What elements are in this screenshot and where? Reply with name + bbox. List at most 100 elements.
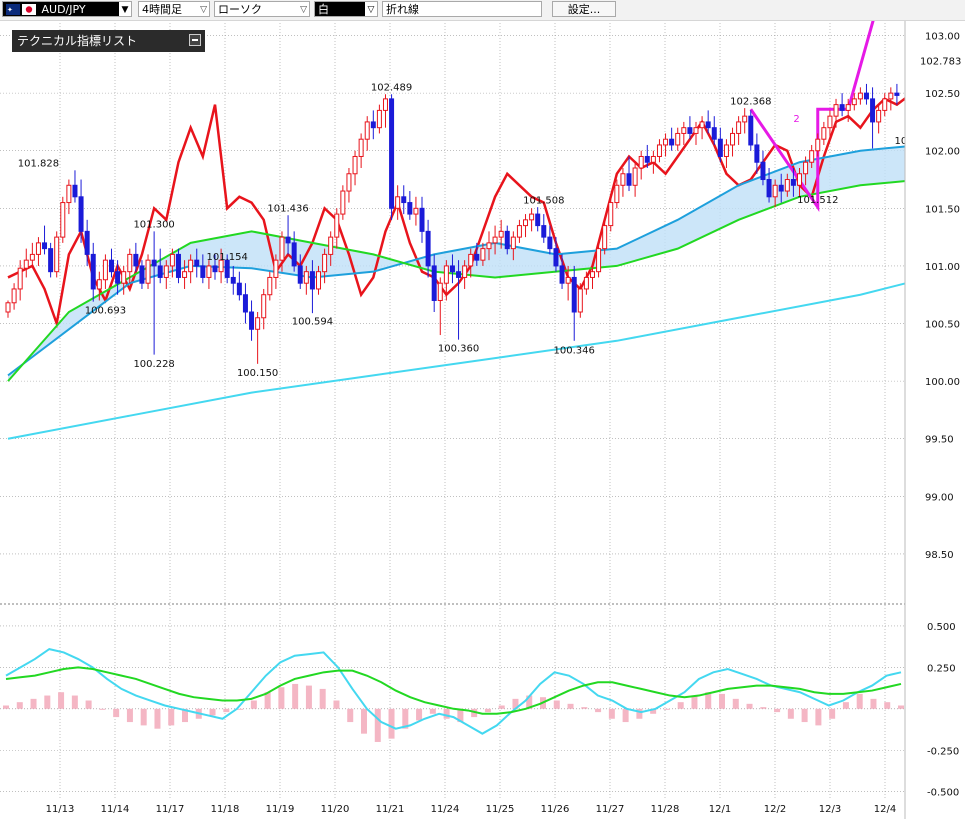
- candle-body: [395, 196, 401, 209]
- histogram-bar: [3, 705, 9, 709]
- candle-body: [602, 225, 608, 250]
- histogram-bar: [85, 700, 92, 709]
- histogram-bar: [801, 708, 808, 723]
- wave-label: 2: [793, 114, 799, 125]
- histogram-bar: [608, 708, 615, 719]
- candle-body: [78, 196, 84, 232]
- candle-body: [54, 236, 60, 273]
- chevron-down-icon[interactable]: ▽: [300, 5, 307, 15]
- histogram-bar: [58, 692, 65, 709]
- symbol-label: AUD/JPY: [41, 3, 86, 16]
- candle-body: [206, 265, 212, 278]
- chevron-down-icon[interactable]: ▼: [119, 2, 131, 16]
- cloud-fill: [8, 139, 952, 382]
- collapse-icon[interactable]: [189, 34, 201, 46]
- y-tick-label: 100.50: [925, 320, 960, 331]
- candle-body: [529, 213, 535, 221]
- candle-body: [48, 248, 54, 273]
- histogram-bar: [787, 708, 794, 719]
- x-tick-label: 11/21: [376, 804, 405, 815]
- histogram-bar: [898, 705, 904, 709]
- ichimoku-cloud: [8, 139, 952, 382]
- candle-body: [614, 184, 620, 204]
- y-tick-label: 99.00: [925, 492, 954, 503]
- candle-body: [249, 311, 255, 330]
- candle-body: [766, 179, 772, 198]
- candle-body: [23, 259, 29, 269]
- candle-body: [5, 302, 11, 313]
- candle-body: [784, 179, 790, 192]
- candle-body: [60, 202, 66, 238]
- period-select[interactable]: 4時間足 ▽: [138, 1, 210, 17]
- axis-background: [905, 0, 965, 819]
- chart-type-select[interactable]: ローソク ▽: [214, 1, 310, 17]
- line-type-label: 折れ線: [386, 3, 419, 16]
- indicator-list-panel[interactable]: テクニカル指標リスト: [12, 30, 205, 52]
- histogram-bar: [333, 700, 340, 709]
- candle-body: [449, 265, 455, 273]
- histogram-bar: [650, 708, 657, 714]
- histogram-bar: [691, 695, 698, 709]
- candle-body: [711, 127, 717, 140]
- candle-body: [620, 173, 626, 186]
- histogram-bar: [829, 708, 836, 719]
- histogram-bar: [292, 683, 299, 709]
- candle-body: [334, 213, 340, 238]
- x-tick-label: 11/13: [46, 804, 75, 815]
- candle-body: [596, 248, 602, 273]
- color-scheme-select[interactable]: 白 ▽: [314, 1, 378, 17]
- candle-body: [821, 127, 827, 140]
- candle-body: [870, 98, 876, 123]
- candle-body: [827, 115, 833, 129]
- candle-body: [316, 271, 322, 290]
- candle-body: [559, 265, 565, 284]
- candle-body: [778, 184, 784, 192]
- histogram-bar: [760, 707, 767, 709]
- chart-type-label: ローソク: [218, 3, 262, 16]
- period-label: 4時間足: [142, 3, 182, 16]
- candle-body: [182, 271, 188, 278]
- candle-body: [90, 253, 96, 290]
- candle-body: [474, 253, 480, 261]
- candle-body: [772, 184, 778, 198]
- candle-body: [760, 161, 766, 181]
- y-tick-label: 101.00: [925, 262, 960, 273]
- candle-body: [535, 213, 541, 227]
- settings-button[interactable]: 設定...: [552, 1, 616, 17]
- candle-body: [309, 271, 315, 290]
- candle-body: [328, 236, 334, 255]
- y-tick-label: 103.00: [925, 32, 960, 43]
- candle-body: [644, 155, 650, 163]
- histogram-bar: [250, 700, 257, 709]
- chevron-down-icon[interactable]: ▽: [200, 5, 207, 15]
- candle-body: [462, 265, 468, 278]
- histogram-bar: [99, 708, 106, 710]
- line-type-select[interactable]: 折れ線: [382, 1, 542, 17]
- candle-body: [175, 253, 181, 278]
- candle-body: [663, 138, 669, 146]
- candle-body: [322, 253, 328, 273]
- chevron-down-icon[interactable]: ▽: [365, 2, 377, 16]
- x-tick-label: 11/28: [651, 804, 680, 815]
- histogram-bar: [44, 695, 51, 709]
- candle-body: [413, 207, 419, 215]
- candle-body: [96, 279, 102, 290]
- x-tick-label: 11/14: [101, 804, 130, 815]
- histogram-bar: [209, 708, 216, 716]
- histogram-bar: [30, 698, 37, 709]
- candle-body: [669, 138, 675, 146]
- histogram-bar: [16, 702, 23, 709]
- histogram-bar: [402, 708, 409, 729]
- x-tick-label: 11/18: [211, 804, 240, 815]
- candle-body: [35, 242, 41, 255]
- symbol-select[interactable]: ✦ AUD/JPY ▼: [2, 1, 132, 17]
- toolbar: ✦ AUD/JPY ▼ 4時間足 ▽ ローソク ▽ 白 ▽ 折れ線 設定...: [0, 0, 965, 21]
- candle-body: [656, 144, 662, 157]
- candle-body: [66, 184, 72, 204]
- indicator-list-label: テクニカル指標リスト: [17, 34, 138, 48]
- price-annotation: 100.346: [554, 345, 595, 356]
- x-tick-label: 11/24: [431, 804, 460, 815]
- candle-body: [815, 138, 821, 152]
- candle-body: [29, 253, 35, 261]
